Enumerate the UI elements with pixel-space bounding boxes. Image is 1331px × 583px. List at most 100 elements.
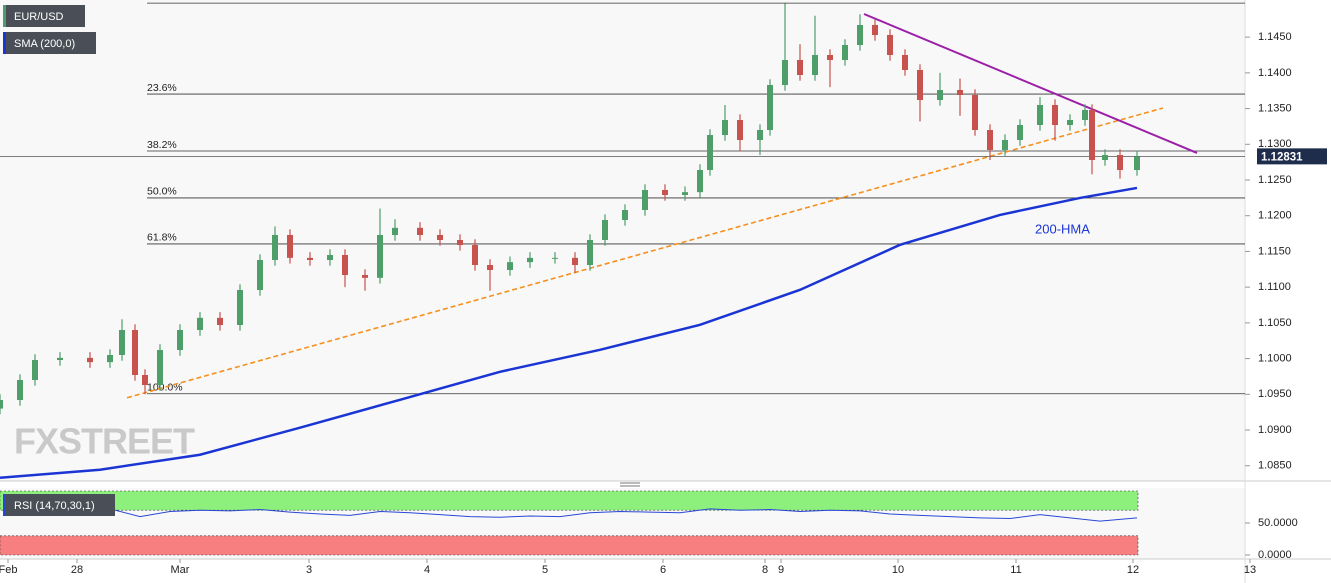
y-tick-label: 1.1100 [1258, 281, 1291, 293]
candle-body [812, 55, 818, 75]
y-tick-label: 1.0850 [1258, 460, 1292, 472]
candle-body [87, 357, 93, 363]
candle-body [697, 170, 703, 193]
candle-body [797, 60, 803, 75]
x-tick-label: 13 [1244, 564, 1256, 576]
x-tick-label: 10 [892, 564, 904, 576]
y-tick-label: 1.1050 [1258, 317, 1292, 329]
symbol-legend: EUR/USD [3, 5, 85, 27]
candle-body [552, 257, 558, 259]
candle-body [457, 240, 463, 245]
rsi-tick-label: 50.0000 [1258, 517, 1298, 529]
candle-body [272, 235, 278, 260]
candle-body [972, 95, 978, 130]
resistance-trendline [863, 13, 1198, 154]
candle-body [1117, 155, 1123, 170]
drag-handle[interactable] [620, 482, 640, 487]
candle-body [377, 235, 383, 278]
y-tick-label: 1.1300 [1258, 138, 1292, 150]
candle-body [527, 257, 533, 263]
candle-body [487, 265, 493, 270]
candle-body [119, 330, 125, 355]
candle-body [662, 190, 668, 195]
candle-body [57, 357, 63, 360]
fib-label: 61.8% [147, 232, 177, 244]
x-tick-label: Mar [171, 564, 190, 576]
candle-body [472, 245, 478, 265]
candle-body [362, 275, 368, 278]
y-tick-label: 1.1150 [1258, 245, 1291, 257]
candle-body [307, 257, 313, 260]
candle-body [197, 317, 203, 330]
candle-body [937, 90, 943, 100]
candle-body [507, 262, 513, 270]
x-tick-label: 12 [1127, 564, 1139, 576]
candle-body [682, 192, 688, 195]
candle-body [757, 130, 763, 140]
candle-body [237, 290, 243, 325]
candle-body [1082, 110, 1088, 120]
symbol-label: EUR/USD [14, 11, 64, 23]
hma-label: 200-HMA [1035, 221, 1090, 236]
candle-body [1089, 110, 1095, 160]
last-price-tag: 1.12831 [1257, 148, 1327, 165]
x-tick-label: 9 [778, 564, 784, 576]
price-plot [0, 0, 1245, 481]
last-price-label: 1.12831 [1261, 151, 1303, 163]
candle-body [887, 35, 893, 55]
candle-body [902, 55, 908, 70]
candle-body [107, 355, 113, 363]
x-tick-label: 4 [424, 564, 430, 576]
y-tick-label: 1.0950 [1258, 388, 1292, 400]
candle-body [142, 375, 148, 385]
candle-body [707, 135, 713, 170]
hma-line [0, 186, 1138, 479]
candle-body [32, 360, 38, 380]
y-tick-label: 1.1250 [1258, 174, 1292, 186]
candle-body [417, 227, 423, 235]
candle-body [917, 70, 923, 100]
rsi-tick-label: 0.0000 [1258, 549, 1292, 561]
y-tick-label: 1.1000 [1258, 352, 1292, 364]
candle-body [827, 55, 833, 60]
y-tick-label: 1.1350 [1258, 102, 1292, 114]
candle-body [342, 255, 348, 275]
candle-body [1067, 120, 1073, 125]
x-tick-label: 28 [71, 564, 83, 576]
fib-label: 50.0% [147, 186, 177, 198]
rsi-legend: RSI (14,70,30,1) [3, 494, 115, 516]
candle-body [17, 380, 23, 400]
candle-body [1102, 155, 1108, 160]
candle-body [587, 240, 593, 265]
fib-label: 38.2% [147, 139, 177, 151]
x-tick-label: 6 [660, 564, 666, 576]
candle-body [132, 330, 138, 375]
x-tick-label: 11 [1010, 564, 1021, 576]
candle-body [622, 210, 628, 220]
candle-body [957, 90, 963, 95]
candle-body [782, 60, 788, 85]
indicator-legend: SMA (200,0) [3, 32, 96, 54]
candle-body [157, 350, 163, 385]
candle-body [842, 45, 848, 60]
rsi-legend-swatch [3, 494, 6, 516]
candle-body [737, 120, 743, 140]
candle-body [257, 260, 263, 290]
rsi-legend-box [3, 494, 115, 516]
last-price-box [1257, 148, 1327, 165]
candle-body [1002, 140, 1008, 150]
candle-body [392, 227, 398, 235]
candle-body [217, 317, 223, 325]
y-tick-label: 1.0900 [1258, 424, 1292, 436]
candle-body [1017, 125, 1023, 140]
rsi-band [0, 535, 1139, 556]
x-tick-label: 8 [762, 564, 768, 576]
candle-body [987, 130, 993, 150]
candle-body [1134, 156, 1140, 170]
candle-body [767, 85, 773, 130]
rsi-band [0, 490, 1139, 511]
candle-body [642, 190, 648, 210]
candle-body [177, 330, 183, 350]
x-tick-label: 5 [542, 564, 548, 576]
